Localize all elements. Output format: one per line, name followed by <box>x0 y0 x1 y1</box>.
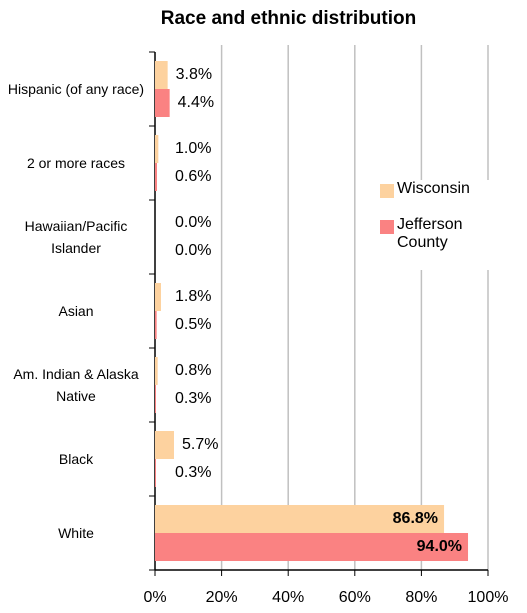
x-tick-label: 0% <box>143 589 166 606</box>
legend-label: Wisconsin <box>397 180 470 197</box>
data-label: 1.8% <box>175 288 211 305</box>
data-label: 5.7% <box>182 436 218 453</box>
bar <box>155 311 157 339</box>
bar <box>155 89 170 117</box>
data-label: 86.8% <box>393 510 438 527</box>
bar <box>155 163 157 191</box>
bar <box>155 357 158 385</box>
bar <box>155 385 156 413</box>
data-label: 0.6% <box>175 168 211 185</box>
legend-item: Wisconsin <box>380 180 500 198</box>
data-label: 4.4% <box>178 94 214 111</box>
x-tick-label: 20% <box>206 589 238 606</box>
data-label: 0.0% <box>175 242 211 259</box>
data-label: 0.3% <box>175 390 211 407</box>
legend-swatch <box>380 220 394 234</box>
data-label: 3.8% <box>176 66 212 83</box>
bar <box>155 431 174 459</box>
data-label: 0.5% <box>175 316 211 333</box>
x-tick-label: 60% <box>339 589 371 606</box>
x-tick-label: 80% <box>405 589 437 606</box>
data-label: 0.8% <box>175 362 211 379</box>
y-tick-label: Hispanic (of any race) <box>7 81 145 97</box>
data-label: 0.0% <box>175 214 211 231</box>
y-tick-label: 2 or more races <box>26 155 126 171</box>
y-tick-label: Black <box>58 451 94 467</box>
chart-title: Race and ethnic distribution <box>160 8 417 29</box>
y-tick-label: Hawaiian/Pacific Islander <box>24 218 128 256</box>
data-label: 0.3% <box>175 464 211 481</box>
bar <box>155 533 469 561</box>
y-tick-label: Asian <box>58 303 94 319</box>
bar <box>155 505 445 533</box>
bar <box>155 61 168 89</box>
data-label: 94.0% <box>417 538 462 555</box>
legend-item: Jefferson County <box>380 216 500 252</box>
x-tick-label: 40% <box>272 589 304 606</box>
bar <box>155 459 156 487</box>
legend-swatch <box>380 184 394 198</box>
bar <box>155 135 159 163</box>
legend: Wisconsin Jefferson County <box>380 180 500 270</box>
x-tick-label: 100% <box>468 589 509 606</box>
y-tick-label: Am. Indian & Alaska Native <box>13 366 139 404</box>
y-tick-label: White <box>58 525 94 541</box>
legend-label: Jefferson County <box>397 216 463 251</box>
bar <box>155 283 161 311</box>
data-label: 1.0% <box>175 140 211 157</box>
